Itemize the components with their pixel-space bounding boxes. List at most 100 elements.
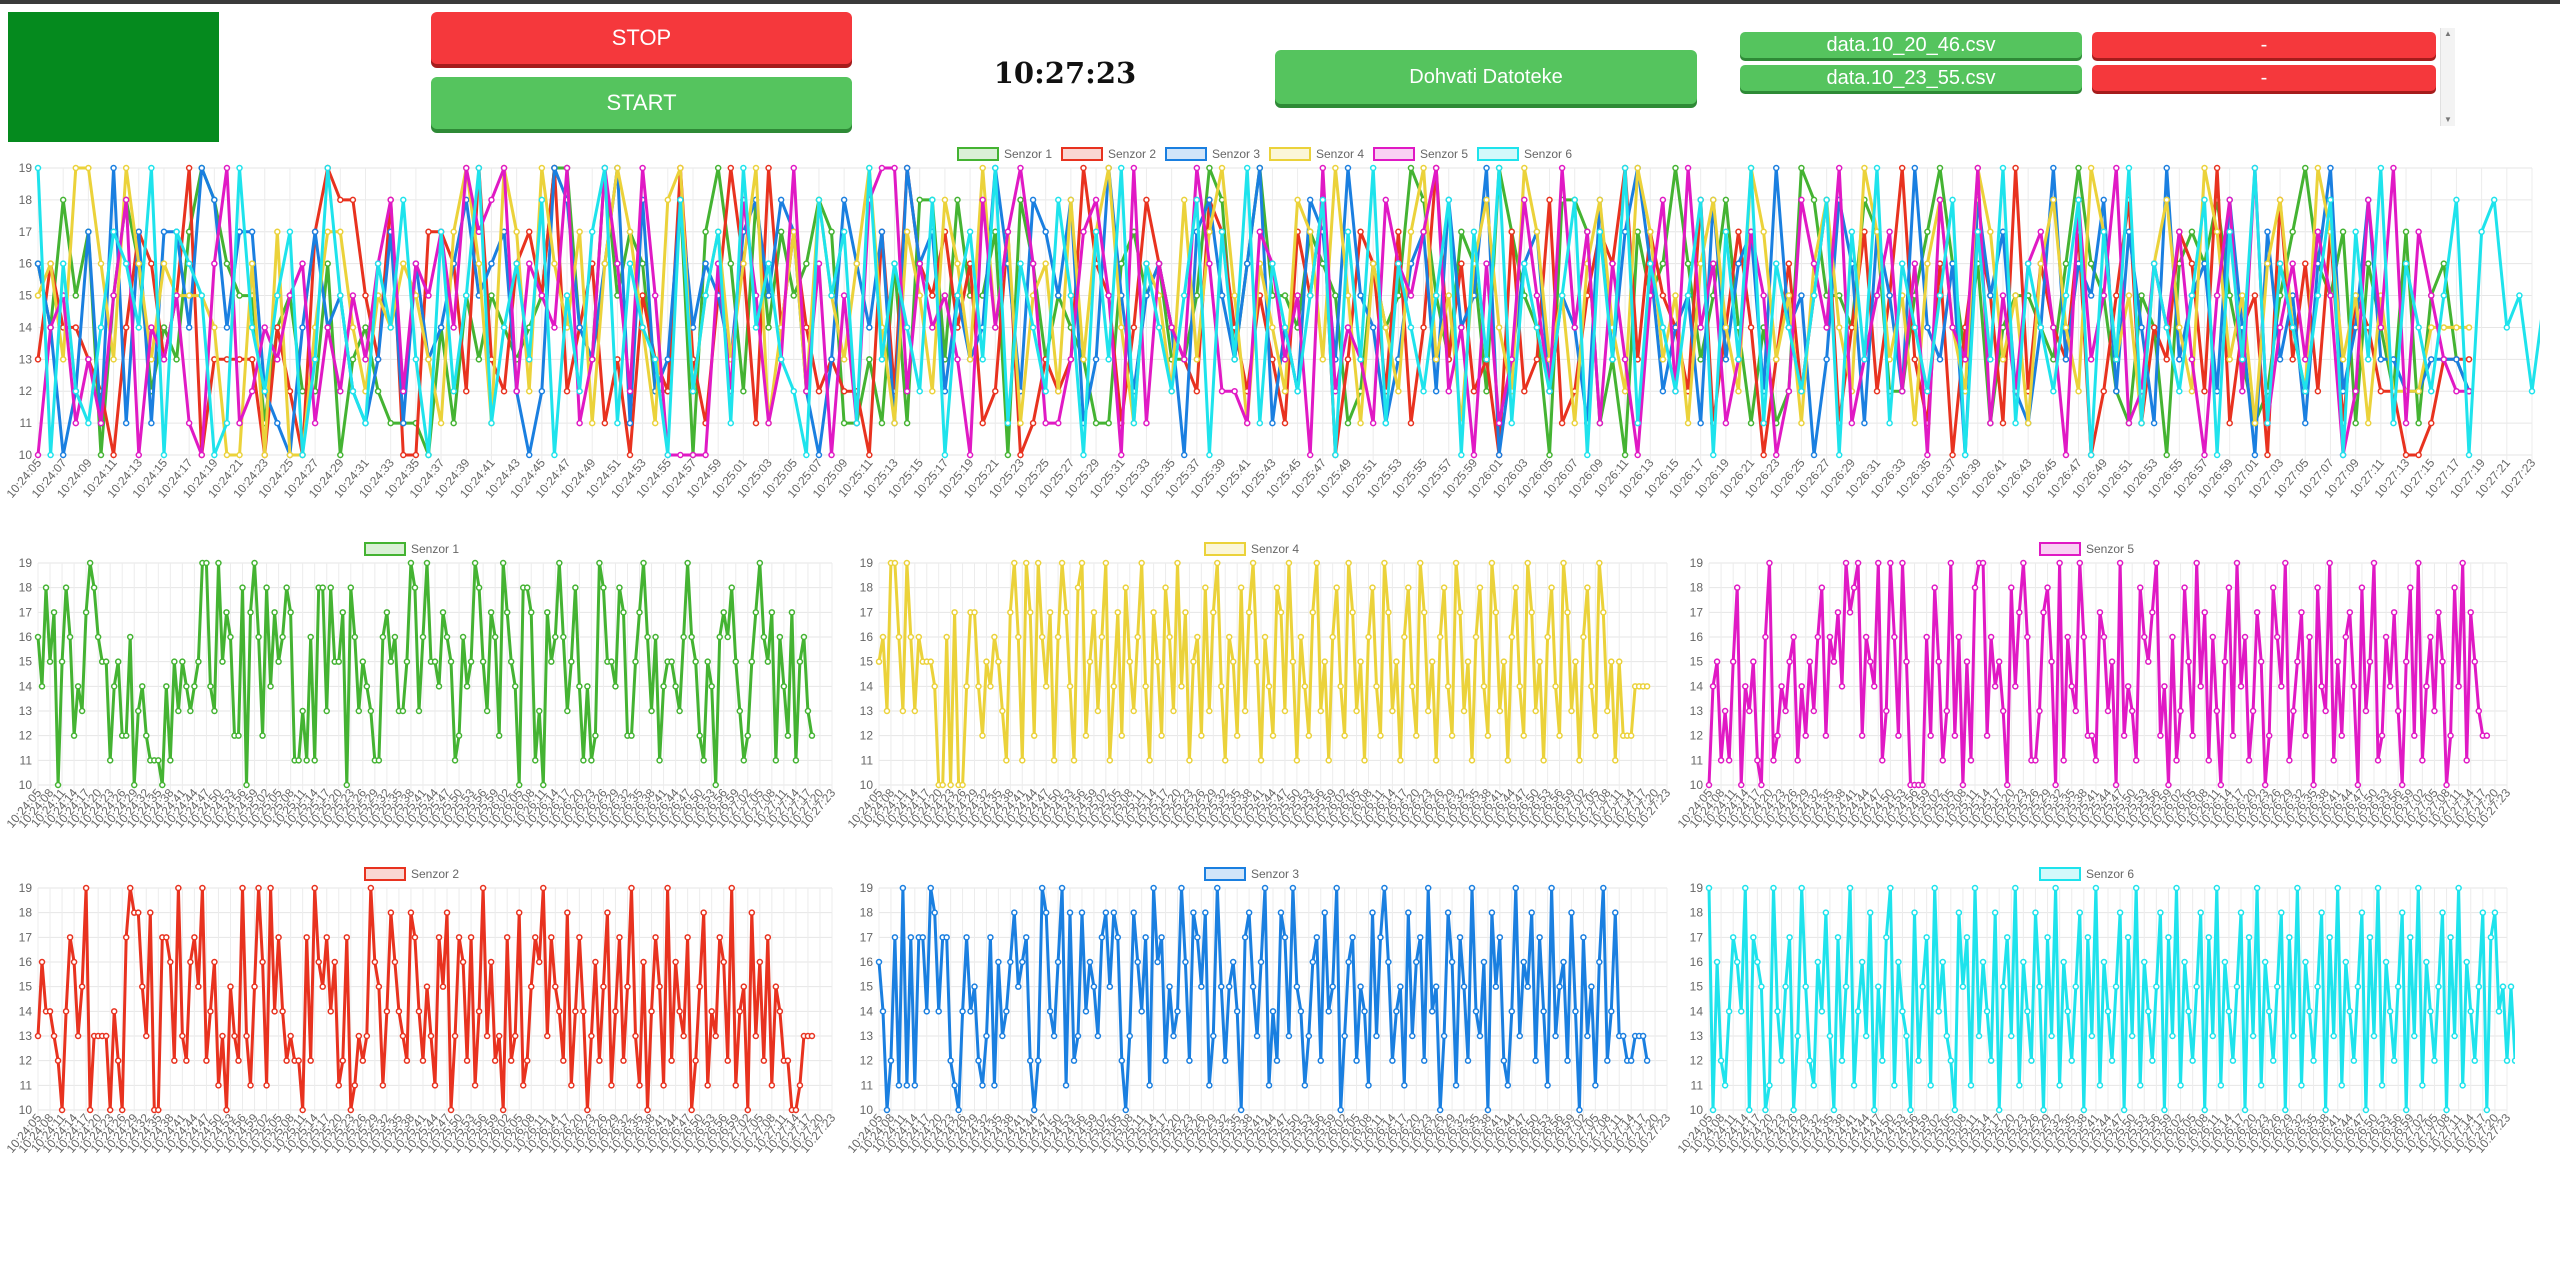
data-point-senzor-3 xyxy=(1552,1032,1559,1040)
data-point-senzor-6 xyxy=(2075,196,2082,204)
data-point-senzor-4 xyxy=(1170,707,1177,715)
data-point-senzor-6 xyxy=(1903,1032,1910,1040)
data-point-senzor-4 xyxy=(1105,164,1112,172)
data-point-senzor-3 xyxy=(1070,1057,1078,1064)
data-point-senzor-4 xyxy=(1432,757,1440,764)
data-point-senzor-6 xyxy=(1830,1106,1838,1114)
data-point-senzor-6 xyxy=(1634,419,1641,427)
chart-senzor-1: 10 11 12 13 14 15 16 17 18 19 10:24:05 10:24:08 10:2… xyxy=(0,535,840,855)
delete-file-button[interactable]: - xyxy=(2092,32,2436,58)
data-point-senzor-5 xyxy=(2225,584,2233,591)
data-point-senzor-6 xyxy=(979,356,986,363)
data-point-senzor-6 xyxy=(702,292,709,299)
data-point-senzor-3 xyxy=(1608,1008,1615,1015)
scroll-up-icon[interactable]: ▲ xyxy=(2444,29,2452,38)
data-point-senzor-6 xyxy=(614,419,621,427)
data-point-senzor-3 xyxy=(1118,1057,1126,1064)
data-point-senzor-5 xyxy=(2278,683,2285,690)
scroll-down-icon[interactable]: ▼ xyxy=(2444,115,2452,124)
data-point-senzor-6 xyxy=(2068,1057,2075,1064)
legend-item-senzor-2[interactable]: Senzor 2 xyxy=(1061,147,1156,161)
file-list-scrollbar[interactable]: ▲ ▼ xyxy=(2440,28,2455,126)
data-point-senzor-2 xyxy=(463,387,470,395)
data-point-senzor-6 xyxy=(1854,1008,1862,1015)
data-point-senzor-2 xyxy=(656,983,663,990)
data-point-senzor-5 xyxy=(1710,260,1717,267)
data-point-senzor-3 xyxy=(1030,1106,1038,1114)
legend-item-senzor-1[interactable]: Senzor 1 xyxy=(957,147,1052,161)
data-point-senzor-4 xyxy=(1122,584,1129,591)
data-point-senzor-1 xyxy=(467,658,475,665)
start-button[interactable]: START xyxy=(431,77,852,129)
data-point-senzor-1 xyxy=(2062,260,2070,267)
data-point-senzor-3 xyxy=(1536,934,1543,941)
data-point-senzor-2 xyxy=(46,1008,54,1015)
legend-item-senzor-4[interactable]: Senzor 4 xyxy=(1204,542,1299,556)
data-point-senzor-5 xyxy=(551,324,558,331)
data-point-senzor-3 xyxy=(883,1106,891,1114)
data-point-senzor-1 xyxy=(700,757,707,764)
data-point-senzor-4 xyxy=(1150,609,1157,616)
data-point-senzor-1 xyxy=(303,757,310,764)
data-point-senzor-1 xyxy=(2138,292,2145,299)
data-point-senzor-1 xyxy=(160,324,168,331)
fetch-files-button[interactable]: Dohvati Datoteke xyxy=(1275,50,1697,104)
data-point-senzor-5 xyxy=(903,387,911,395)
legend-item-senzor-4[interactable]: Senzor 4 xyxy=(1269,147,1364,161)
data-point-senzor-5 xyxy=(148,324,155,331)
data-point-senzor-5 xyxy=(2463,757,2470,764)
data-point-senzor-4 xyxy=(274,228,281,236)
data-point-senzor-5 xyxy=(765,419,772,427)
data-point-senzor-1 xyxy=(716,633,723,641)
data-point-senzor-2 xyxy=(283,1057,290,1064)
legend-item-senzor-2[interactable]: Senzor 2 xyxy=(364,867,459,881)
data-point-senzor-3 xyxy=(1361,1008,1368,1015)
legend-item-senzor-1[interactable]: Senzor 1 xyxy=(364,542,459,556)
data-point-senzor-2 xyxy=(347,1106,355,1114)
data-point-senzor-1 xyxy=(106,757,114,764)
data-point-senzor-6 xyxy=(1834,934,1842,941)
data-point-senzor-4 xyxy=(1166,633,1173,641)
data-point-senzor-4 xyxy=(1218,164,1226,172)
stop-button[interactable]: STOP xyxy=(431,12,852,64)
data-point-senzor-1 xyxy=(1483,387,1490,395)
data-point-senzor-6 xyxy=(1180,292,1188,299)
data-point-senzor-1 xyxy=(279,633,286,641)
data-point-senzor-6 xyxy=(714,228,722,236)
data-point-senzor-6 xyxy=(2008,1032,2015,1040)
data-point-senzor-4 xyxy=(1297,633,1305,641)
legend-item-senzor-3[interactable]: Senzor 3 xyxy=(1165,147,1260,161)
data-point-senzor-6 xyxy=(828,292,835,299)
file-button[interactable]: data.10_23_55.csv xyxy=(1740,65,2082,91)
legend-item-senzor-5[interactable]: Senzor 5 xyxy=(1373,147,1468,161)
legend-item-senzor-6[interactable]: Senzor 6 xyxy=(2039,867,2134,881)
data-point-senzor-3 xyxy=(1385,958,1392,966)
y-tick-label: 12 xyxy=(860,729,874,743)
legend-item-senzor-5[interactable]: Senzor 5 xyxy=(2039,542,2134,556)
data-point-senzor-4 xyxy=(1333,584,1340,591)
delete-file-button[interactable]: - xyxy=(2092,65,2436,91)
data-point-senzor-4 xyxy=(1560,559,1567,567)
data-point-senzor-2 xyxy=(503,934,511,941)
data-point-senzor-3 xyxy=(198,164,205,172)
data-point-senzor-4 xyxy=(853,260,860,267)
legend-item-senzor-3[interactable]: Senzor 3 xyxy=(1204,867,1299,881)
data-point-senzor-2 xyxy=(58,1106,66,1114)
legend-item-senzor-6[interactable]: Senzor 6 xyxy=(1477,147,1572,161)
data-point-senzor-3 xyxy=(899,884,907,892)
data-point-senzor-6 xyxy=(2427,1008,2434,1015)
data-point-senzor-2 xyxy=(2201,387,2208,395)
data-point-senzor-4 xyxy=(1672,292,1679,299)
data-point-senzor-3 xyxy=(1413,958,1420,966)
data-point-senzor-5 xyxy=(1987,633,1995,641)
data-point-senzor-5 xyxy=(1746,707,1753,715)
data-point-senzor-5 xyxy=(1521,196,1528,204)
file-button[interactable]: data.10_20_46.csv xyxy=(1740,32,2082,58)
data-point-senzor-4 xyxy=(959,781,966,789)
data-point-senzor-2 xyxy=(732,1082,740,1089)
data-point-senzor-3 xyxy=(1861,419,1868,427)
data-point-senzor-5 xyxy=(2378,732,2386,739)
data-point-senzor-6 xyxy=(2467,1008,2474,1015)
data-point-senzor-5 xyxy=(2455,683,2462,690)
data-point-senzor-6 xyxy=(160,451,168,459)
